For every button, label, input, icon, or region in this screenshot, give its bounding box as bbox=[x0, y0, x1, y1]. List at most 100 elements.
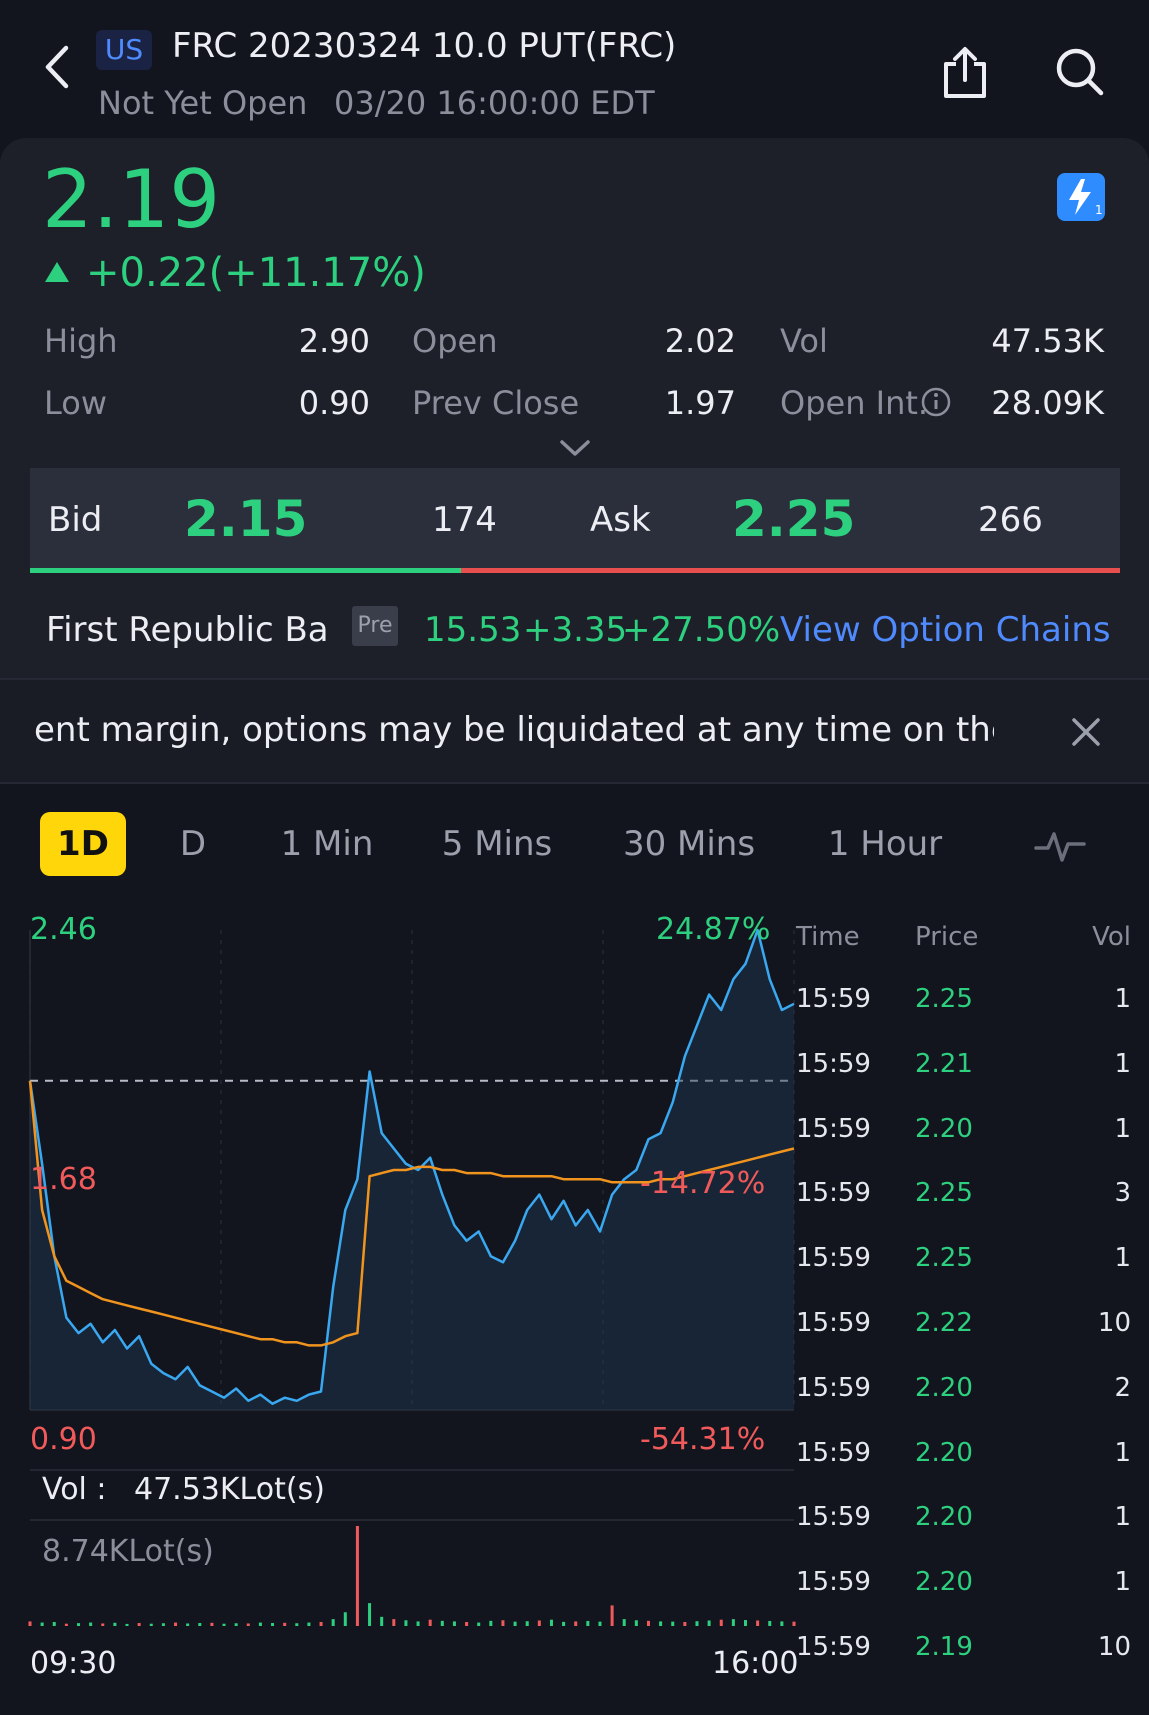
tick-vol: 1 bbox=[1114, 1113, 1131, 1144]
volume-bar bbox=[731, 1619, 735, 1626]
change-up-icon bbox=[44, 260, 70, 284]
notice-text: ent margin, options may be liquidated at… bbox=[34, 710, 994, 750]
volume-bar bbox=[549, 1619, 553, 1626]
tick-price: 2.22 bbox=[915, 1308, 973, 1338]
bid-label: Bid bbox=[48, 500, 103, 540]
tick-price: 2.25 bbox=[915, 1243, 973, 1274]
chart-mid-price: 1.68 bbox=[30, 1162, 97, 1197]
indicator-icon[interactable] bbox=[1034, 826, 1086, 866]
tick-time: 15:59 bbox=[796, 1113, 871, 1144]
tab-5-mins[interactable]: 5 Mins bbox=[441, 824, 553, 864]
low-value: 0.90 bbox=[298, 384, 370, 422]
volume-bar bbox=[77, 1623, 81, 1626]
open-int-label: Open Int. bbox=[780, 384, 929, 422]
tick-time: 15:59 bbox=[796, 1632, 871, 1662]
volume-bar bbox=[40, 1622, 44, 1626]
chart-area[interactable] bbox=[0, 910, 796, 1630]
tick-vol: 2 bbox=[1114, 1372, 1131, 1403]
tick-vol: 1 bbox=[1114, 1567, 1131, 1598]
volume-bar bbox=[756, 1620, 760, 1626]
share-icon[interactable] bbox=[938, 44, 992, 100]
prev-close-label: Prev Close bbox=[412, 384, 580, 422]
avg-price-line bbox=[28, 1080, 795, 1347]
volume-bar bbox=[440, 1620, 444, 1626]
volume-bar bbox=[174, 1622, 178, 1626]
tab-d[interactable]: D bbox=[179, 824, 207, 864]
price-line bbox=[28, 928, 795, 1406]
volume-bar bbox=[392, 1619, 396, 1626]
volume-bar bbox=[416, 1621, 420, 1626]
tick-time: 15:59 bbox=[796, 1372, 871, 1403]
close-icon[interactable] bbox=[1070, 716, 1102, 748]
time-end: 16:00 bbox=[712, 1646, 799, 1681]
underlying-change-pct: +27.50% bbox=[622, 610, 781, 650]
page-title: FRC 20230324 10.0 PUT(FRC) bbox=[172, 26, 677, 66]
volume-bar bbox=[234, 1623, 238, 1626]
price-change: +0.22(+11.17%) bbox=[86, 250, 426, 296]
volume-bar bbox=[792, 1621, 796, 1626]
market-status: Not Yet Open bbox=[98, 84, 308, 122]
volume-bar bbox=[149, 1623, 153, 1626]
open-label: Open bbox=[412, 322, 498, 360]
volume-bar bbox=[634, 1620, 638, 1626]
volume-bar bbox=[198, 1623, 202, 1626]
volume-bar bbox=[768, 1620, 772, 1626]
volume-bar bbox=[659, 1621, 663, 1626]
volume-bar bbox=[137, 1623, 141, 1626]
volume-bar bbox=[622, 1619, 626, 1626]
view-option-chains-link[interactable]: View Option Chains bbox=[780, 610, 1111, 650]
tick-price: 2.20 bbox=[915, 1372, 973, 1403]
volume-bar bbox=[707, 1620, 711, 1626]
search-icon[interactable] bbox=[1054, 46, 1106, 98]
volume-bar bbox=[368, 1603, 372, 1626]
tick-price: 2.20 bbox=[915, 1113, 973, 1144]
volume-bar bbox=[186, 1623, 190, 1626]
tick-time: 15:59 bbox=[796, 1437, 871, 1468]
market-badge: US bbox=[96, 30, 152, 70]
volume-bar bbox=[719, 1619, 723, 1626]
volume-bar bbox=[489, 1620, 493, 1626]
tick-price: 2.20 bbox=[915, 1437, 973, 1468]
price-chart[interactable] bbox=[0, 910, 796, 1630]
volume-bar bbox=[586, 1620, 590, 1626]
tick-vol: 1 bbox=[1114, 1437, 1131, 1468]
chart-min-pct: -54.31% bbox=[640, 1422, 766, 1457]
volume-bar bbox=[343, 1612, 347, 1626]
ask-size: 266 bbox=[978, 500, 1043, 540]
tab-1-hour[interactable]: 1 Hour bbox=[827, 824, 943, 864]
info-icon[interactable] bbox=[920, 386, 952, 418]
quote-card bbox=[0, 138, 1149, 678]
tab-1d[interactable]: 1D bbox=[40, 812, 126, 876]
tick-time: 15:59 bbox=[796, 1567, 871, 1598]
underlying-name[interactable]: First Republic Ba bbox=[46, 610, 329, 650]
volume-bar bbox=[283, 1622, 287, 1626]
tick-price: 2.20 bbox=[915, 1502, 973, 1533]
volume-bar bbox=[271, 1623, 275, 1626]
volume-bar bbox=[574, 1621, 578, 1626]
tick-price: 2.25 bbox=[915, 984, 973, 1014]
volume-bar bbox=[501, 1620, 505, 1626]
tab-30-mins[interactable]: 30 Mins bbox=[622, 824, 756, 864]
back-icon[interactable] bbox=[38, 42, 78, 92]
volume-bar bbox=[307, 1622, 311, 1626]
volume-bar bbox=[428, 1619, 432, 1626]
tab-1-min[interactable]: 1 Min bbox=[280, 824, 374, 864]
volume-bar bbox=[125, 1623, 129, 1626]
volume-bar bbox=[404, 1620, 408, 1626]
volume-bar bbox=[113, 1622, 117, 1626]
ticks-header-price: Price bbox=[915, 922, 979, 952]
lightning-badge-icon[interactable]: 1 bbox=[1057, 173, 1105, 221]
expand-chevron-icon[interactable] bbox=[558, 436, 592, 460]
volume-bar bbox=[525, 1621, 529, 1626]
volume-bar bbox=[258, 1622, 262, 1626]
volume-bar bbox=[64, 1623, 68, 1626]
time-start: 09:30 bbox=[30, 1646, 117, 1681]
volume-bar bbox=[452, 1621, 456, 1626]
volume-bar bbox=[246, 1623, 250, 1626]
notice-bar bbox=[0, 680, 1149, 782]
volume-bar bbox=[319, 1621, 323, 1626]
tick-time: 15:59 bbox=[796, 1243, 871, 1274]
high-label: High bbox=[44, 322, 118, 360]
volume-bar bbox=[52, 1621, 56, 1626]
tick-price: 2.19 bbox=[915, 1632, 973, 1662]
